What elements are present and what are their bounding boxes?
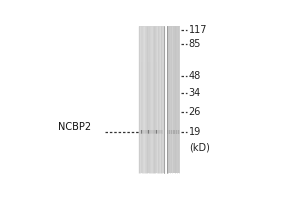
- Text: 48: 48: [189, 71, 201, 81]
- Text: 85: 85: [189, 39, 201, 49]
- Bar: [139, 26, 164, 62]
- Bar: [141, 130, 162, 133]
- Bar: [167, 130, 180, 134]
- Text: (kD): (kD): [189, 142, 209, 152]
- Bar: [167, 26, 181, 173]
- Text: 34: 34: [189, 88, 201, 98]
- Text: NCBP2: NCBP2: [58, 122, 92, 132]
- Text: 19: 19: [189, 127, 201, 137]
- Text: 117: 117: [189, 25, 207, 35]
- Bar: [139, 26, 164, 173]
- Bar: [140, 130, 163, 134]
- Text: 26: 26: [189, 107, 201, 117]
